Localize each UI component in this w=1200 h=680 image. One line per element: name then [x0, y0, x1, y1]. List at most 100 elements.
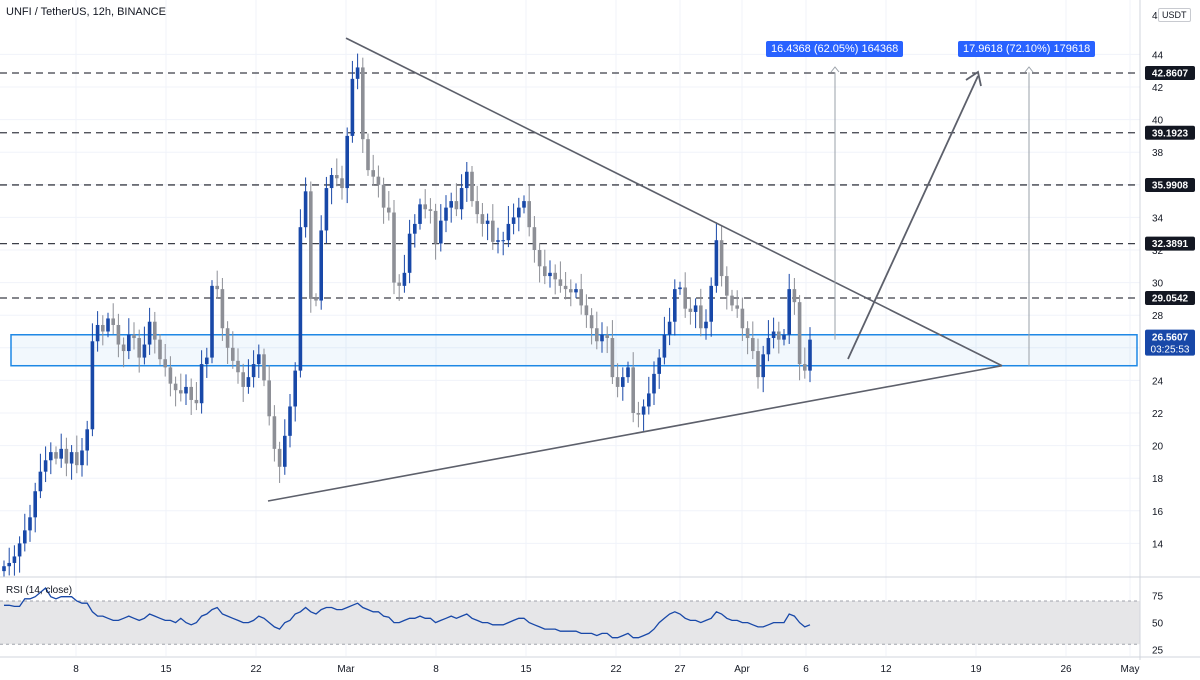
candle-body [262, 354, 266, 381]
support-zone[interactable] [10, 334, 1138, 367]
rsi-tick-label: 75 [1152, 592, 1164, 603]
candle-body [745, 328, 750, 339]
candle-body [444, 207, 448, 221]
measure-arrow-1 [830, 66, 840, 73]
candle-body [501, 240, 505, 242]
candle-body [33, 491, 37, 518]
candle-body [64, 448, 69, 464]
candle-body [709, 285, 713, 322]
level-badge-text: 39.1923 [1152, 128, 1189, 139]
candle-body [491, 220, 495, 242]
current-price-badge [1145, 329, 1195, 356]
candle-body [636, 413, 641, 415]
candle-body [28, 517, 32, 531]
candle-body [418, 204, 422, 224]
breakout-arrow-line [847, 75, 979, 360]
candle-body [49, 452, 53, 461]
time-tick-label: 8 [73, 664, 79, 675]
candle-body [553, 272, 557, 280]
candle-body [496, 240, 500, 242]
candle-body [413, 223, 417, 234]
candle-body [761, 354, 765, 378]
candle-body [189, 386, 193, 400]
candle-body [407, 233, 412, 273]
candle-body [647, 393, 651, 407]
candle-body [543, 266, 547, 277]
candle-body [548, 272, 552, 277]
price-tick-label: 42 [1152, 83, 1164, 94]
candle-body [132, 334, 136, 339]
time-tick-label: 26 [1060, 664, 1072, 675]
candle-body [574, 289, 578, 293]
candle-body [75, 452, 79, 466]
candle-body [740, 308, 745, 329]
measure-label-1[interactable]: 16.4368 (62.05%) 164368 [766, 41, 904, 57]
triangle-pattern[interactable] [267, 37, 1003, 502]
candle-body [210, 285, 214, 358]
rsi-tick-label: 50 [1152, 619, 1164, 630]
triangle-upper-line [345, 37, 1003, 367]
price-tick-label: 18 [1152, 474, 1164, 485]
candle-body [641, 406, 646, 415]
candle-body [69, 452, 74, 464]
time-tick-label: 19 [970, 664, 982, 675]
currency-unit-button[interactable]: USDT [1158, 8, 1191, 22]
candle-body [116, 324, 121, 345]
time-tick-label: 22 [250, 664, 262, 675]
current-price-text: 26.5607 [1152, 333, 1189, 344]
candle-body [12, 556, 17, 563]
candle-body [662, 334, 667, 358]
candle-body [350, 78, 355, 136]
candle-body [90, 341, 95, 430]
candle-body [511, 217, 516, 224]
candle-body [579, 289, 583, 306]
time-tick-label: 6 [803, 664, 809, 675]
candle-body [558, 279, 563, 286]
candle-body [771, 331, 776, 339]
candle-body [704, 321, 708, 329]
level-badge-text: 35.9908 [1152, 180, 1189, 191]
candle-body [371, 170, 375, 177]
candle-body [465, 171, 469, 189]
candle-body [309, 191, 313, 299]
candle-body [246, 377, 251, 387]
candle-body [298, 227, 303, 371]
candle-body [319, 230, 323, 301]
rsi-line [4, 587, 811, 639]
candle-body [397, 282, 401, 286]
price-tick-label: 14 [1152, 539, 1164, 550]
level-badge-text: 29.0542 [1152, 294, 1189, 305]
candle-body [85, 429, 89, 451]
rsi-band [0, 600, 1140, 645]
candle-body [267, 380, 271, 417]
candle-body [626, 367, 630, 378]
candle-body [381, 184, 386, 208]
candle-body [153, 321, 157, 340]
candle-body [803, 364, 807, 371]
candle-body [111, 318, 115, 325]
candle-body [366, 139, 370, 171]
measure-label-2[interactable]: 17.9618 (72.10%) 179618 [958, 41, 1096, 57]
price-tick-label: 34 [1152, 213, 1164, 224]
candle-body [480, 214, 485, 224]
candle-body [517, 207, 521, 218]
candle-body [2, 566, 6, 572]
price-tick-label: 44 [1152, 50, 1164, 61]
candle-body [725, 276, 729, 296]
candle-body [17, 543, 22, 557]
candle-body [220, 289, 225, 329]
level-badge-2 [1145, 125, 1195, 140]
price-tick-label: 32 [1152, 246, 1164, 257]
candle-body [657, 357, 661, 374]
candle-body [693, 305, 698, 312]
time-tick-label: Mar [337, 664, 355, 675]
price-tick-label: 30 [1152, 279, 1164, 290]
projection-drawings[interactable] [830, 66, 1034, 366]
candle-body [610, 338, 615, 378]
price-tick-label: 16 [1152, 507, 1164, 518]
candle-body [283, 435, 287, 467]
support-zone-rect [10, 334, 1138, 367]
candle-body [127, 334, 131, 352]
candle-body [756, 351, 760, 378]
